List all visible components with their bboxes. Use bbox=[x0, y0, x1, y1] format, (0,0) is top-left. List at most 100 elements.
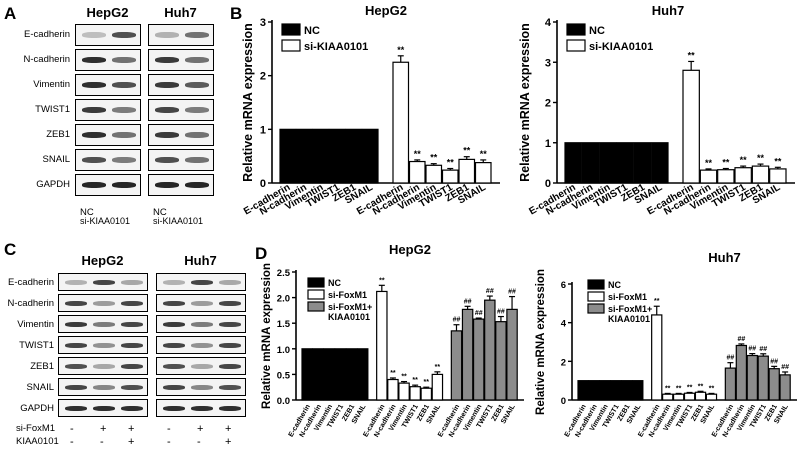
blot-a-title-huh7: Huh7 bbox=[164, 5, 197, 20]
blot-c-box-twist1 bbox=[156, 336, 246, 354]
blot-c-condition-mark: - bbox=[70, 436, 74, 448]
y-tick-label: 0 bbox=[545, 178, 551, 190]
blot-c-condition-mark: - bbox=[100, 436, 104, 448]
blot-a-box-n-cadherin bbox=[148, 49, 214, 71]
significance-mark: ## bbox=[759, 346, 767, 353]
blot-a-lane-si-huh7: si-KIAA0101 bbox=[153, 216, 204, 226]
bar-si-foxm1-vimentin bbox=[672, 393, 685, 401]
western-band bbox=[65, 301, 87, 306]
western-blot-panel-a: HepG2 Huh7 E-cadherin N-cadherin Vimentin T… bbox=[0, 0, 230, 235]
significance-mark: ** bbox=[412, 377, 418, 384]
western-band bbox=[155, 57, 179, 63]
bar-nc-n-cadherin bbox=[295, 128, 313, 184]
bar-si-foxm1-zeb1 bbox=[694, 391, 707, 401]
blot-c-box-vimentin bbox=[58, 315, 148, 333]
blot-c-condition-mark: + bbox=[100, 423, 107, 435]
y-axis-label: Relative mRNA expression bbox=[518, 23, 532, 182]
western-band bbox=[112, 182, 136, 188]
western-band bbox=[163, 301, 185, 306]
bar-si-foxm1+-e-cadherin bbox=[724, 367, 737, 401]
legend-label: NC bbox=[304, 25, 320, 37]
significance-mark: ** bbox=[676, 385, 682, 392]
bar-si-kiaa0101-vimentin bbox=[425, 164, 443, 184]
y-axis-label: Relative mRNA expression bbox=[261, 263, 273, 409]
bar-nc-zeb1 bbox=[345, 128, 363, 184]
significance-mark: ** bbox=[774, 156, 782, 166]
bar-si-foxm1+-vimentin bbox=[746, 354, 758, 401]
blot-c-row-label: SNAIL bbox=[26, 382, 54, 393]
blot-a-box-e-cadherin bbox=[148, 24, 214, 46]
significance-mark: ## bbox=[727, 355, 735, 362]
significance-mark: ## bbox=[486, 288, 494, 295]
western-band bbox=[121, 364, 143, 369]
blot-a-box-snail bbox=[75, 149, 141, 171]
bar-si-kiaa0101-n-cadherin bbox=[408, 160, 426, 184]
bar-si-foxm1-e-cadherin bbox=[376, 290, 388, 401]
blot-a-box-twist1 bbox=[75, 99, 141, 121]
blot-a-box-gapdh bbox=[75, 174, 141, 196]
blot-c-box-snail bbox=[156, 378, 246, 396]
bar-si-kiaa0101-e-cadherin bbox=[682, 69, 700, 184]
blot-a-box-twist1 bbox=[148, 99, 214, 121]
significance-mark: ** bbox=[379, 277, 385, 284]
western-band bbox=[185, 107, 209, 113]
y-tick-label: 0.5 bbox=[277, 370, 291, 381]
bar-si-foxm1+-vimentin bbox=[472, 318, 485, 401]
western-band bbox=[121, 343, 143, 348]
western-band bbox=[65, 406, 87, 411]
panel-label-b: B bbox=[230, 4, 243, 23]
bar-si-foxm1+-snail bbox=[779, 374, 791, 401]
western-band bbox=[191, 343, 213, 348]
blot-a-box-snail bbox=[148, 149, 214, 171]
western-band bbox=[219, 301, 241, 306]
legend-swatch-si-kiaa0101 bbox=[281, 39, 301, 52]
western-band bbox=[121, 322, 143, 327]
bar-si-foxm1+-n-cadherin bbox=[461, 308, 474, 401]
bar-nc-snail bbox=[632, 380, 644, 401]
blot-a-row-label: ZEB1 bbox=[46, 129, 70, 140]
bar-nc-n-cadherin bbox=[312, 348, 325, 401]
western-band bbox=[93, 280, 115, 285]
blot-c-condition-mark: + bbox=[128, 436, 135, 448]
significance-mark: ## bbox=[781, 364, 789, 371]
blot-c-condition-mark: + bbox=[225, 436, 232, 448]
legend-swatch-si-foxm1+ bbox=[587, 303, 605, 314]
western-band bbox=[185, 32, 209, 38]
legend-swatch-si-foxm1 bbox=[587, 291, 605, 302]
significance-mark: ## bbox=[475, 310, 483, 317]
blot-c-row-label: GAPDH bbox=[20, 403, 54, 414]
western-band bbox=[121, 301, 143, 306]
bar-nc-twist1 bbox=[616, 142, 634, 184]
western-band bbox=[163, 280, 185, 285]
western-band bbox=[112, 82, 136, 88]
legend-label: si-FoxM1 bbox=[608, 292, 647, 302]
y-tick-label: 4 bbox=[545, 17, 552, 29]
blot-c-box-e-cadherin bbox=[156, 273, 246, 291]
western-band bbox=[82, 57, 106, 63]
blot-c-box-zeb1 bbox=[58, 357, 148, 375]
y-tick-label: 1 bbox=[260, 124, 266, 136]
western-band bbox=[219, 406, 241, 411]
bar-nc-snail bbox=[651, 142, 669, 184]
bar-nc-vimentin bbox=[599, 142, 617, 184]
legend-swatch-nc bbox=[587, 279, 605, 290]
y-tick-label: 4 bbox=[561, 319, 567, 330]
western-band bbox=[219, 322, 241, 327]
western-band bbox=[65, 322, 87, 327]
blot-a-box-e-cadherin bbox=[75, 24, 141, 46]
y-tick-label: 0.0 bbox=[277, 396, 290, 407]
legend-swatch-nc bbox=[566, 23, 586, 36]
significance-mark: ** bbox=[688, 50, 696, 60]
blot-a-box-vimentin bbox=[75, 74, 141, 96]
bar-nc-e-cadherin bbox=[577, 380, 589, 401]
western-band bbox=[219, 385, 241, 390]
western-band bbox=[93, 343, 115, 348]
western-band bbox=[191, 406, 213, 411]
significance-mark: ## bbox=[497, 309, 505, 316]
western-band bbox=[155, 107, 179, 113]
chart-title: Huh7 bbox=[708, 250, 741, 265]
western-band bbox=[82, 107, 106, 113]
significance-mark: ** bbox=[709, 385, 715, 392]
